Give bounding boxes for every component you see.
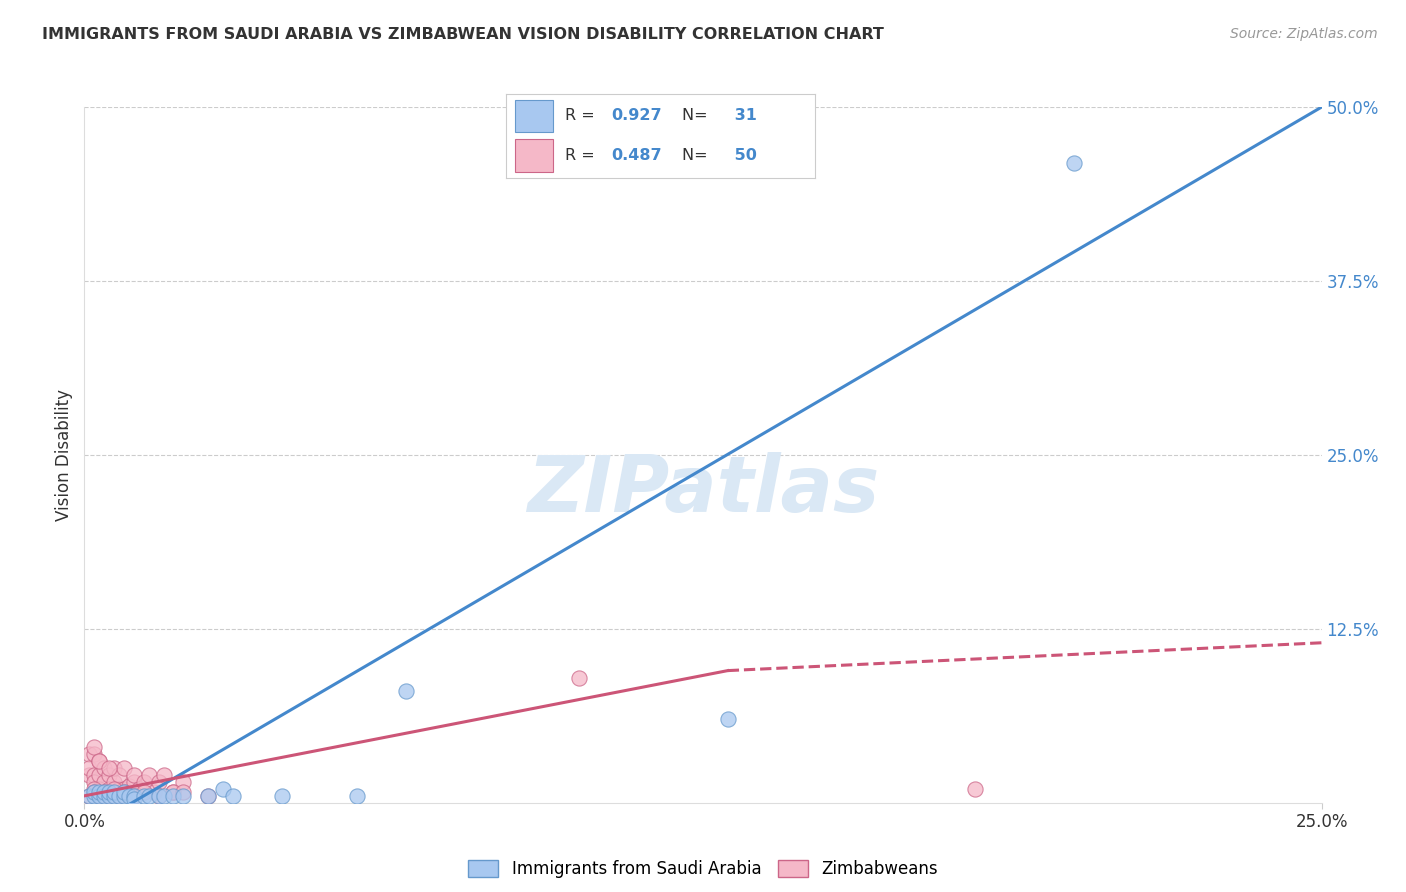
FancyBboxPatch shape [516, 100, 553, 132]
Point [108, 789, 131, 803]
Point [93, 789, 115, 803]
Point [132, 785, 155, 799]
Point [103, 761, 125, 775]
Point [128, 781, 150, 796]
Point [83, 740, 105, 755]
Point [122, 775, 145, 789]
Point [112, 761, 135, 775]
Point [197, 789, 219, 803]
Text: 31: 31 [728, 108, 756, 123]
Point [93, 775, 115, 789]
Point [103, 775, 125, 789]
Point [148, 775, 170, 789]
Point [108, 768, 131, 782]
Point [138, 789, 160, 803]
Text: 50: 50 [728, 148, 756, 163]
Point [172, 785, 194, 799]
Point [222, 789, 245, 803]
Point [89, 789, 111, 803]
Text: IMMIGRANTS FROM SAUDI ARABIA VS ZIMBABWEAN VISION DISABILITY CORRELATION CHART: IMMIGRANTS FROM SAUDI ARABIA VS ZIMBABWE… [42, 27, 884, 42]
Point [112, 789, 135, 803]
Point [83, 768, 105, 782]
Point [79, 747, 101, 761]
Text: R =: R = [565, 148, 600, 163]
Point [98, 789, 121, 803]
Point [108, 789, 131, 803]
Point [89, 785, 111, 799]
Point [89, 768, 111, 782]
Text: ZIPatlas: ZIPatlas [527, 451, 879, 528]
Point [83, 785, 105, 799]
Point [162, 789, 184, 803]
Point [83, 785, 105, 799]
Point [112, 781, 135, 796]
Point [162, 785, 184, 799]
Point [112, 785, 135, 799]
Point [138, 768, 160, 782]
Point [172, 789, 194, 803]
Text: Source: ZipAtlas.com: Source: ZipAtlas.com [1230, 27, 1378, 41]
Point [568, 671, 591, 685]
Point [89, 781, 111, 796]
Text: 0.487: 0.487 [612, 148, 662, 163]
Point [1063, 155, 1085, 169]
Point [118, 779, 141, 793]
Point [112, 785, 135, 799]
Point [93, 785, 115, 799]
Legend: Immigrants from Saudi Arabia, Zimbabweans: Immigrants from Saudi Arabia, Zimbabwean… [461, 854, 945, 885]
Point [122, 768, 145, 782]
Point [152, 789, 174, 803]
Point [83, 775, 105, 789]
Text: N=: N= [682, 148, 713, 163]
Point [132, 775, 155, 789]
Point [162, 785, 184, 799]
Point [83, 789, 105, 803]
Point [93, 761, 115, 775]
Point [98, 785, 121, 799]
Point [152, 768, 174, 782]
Point [108, 781, 131, 796]
Point [148, 789, 170, 803]
Point [122, 789, 145, 803]
Point [717, 712, 740, 726]
Point [212, 781, 235, 796]
Point [79, 789, 101, 803]
Text: 0.927: 0.927 [612, 108, 662, 123]
Point [98, 761, 121, 775]
Point [132, 789, 155, 803]
FancyBboxPatch shape [516, 139, 553, 171]
Point [103, 785, 125, 799]
Point [103, 789, 125, 803]
Point [89, 754, 111, 768]
Point [89, 789, 111, 803]
Point [89, 754, 111, 768]
Point [83, 781, 105, 796]
Point [965, 781, 987, 796]
Point [395, 684, 418, 698]
Point [93, 785, 115, 799]
Point [79, 768, 101, 782]
Point [122, 789, 145, 803]
Point [98, 789, 121, 803]
Point [118, 789, 141, 803]
Point [197, 789, 219, 803]
Point [83, 747, 105, 761]
Point [79, 761, 101, 775]
Point [346, 789, 368, 803]
Point [271, 789, 294, 803]
Point [142, 785, 165, 799]
Point [79, 789, 101, 803]
Point [148, 789, 170, 803]
Point [98, 768, 121, 782]
Y-axis label: Vision Disability: Vision Disability [55, 389, 73, 521]
Point [98, 781, 121, 796]
Text: R =: R = [565, 108, 600, 123]
Point [172, 775, 194, 789]
Point [103, 781, 125, 796]
Text: N=: N= [682, 108, 713, 123]
Point [122, 791, 145, 805]
